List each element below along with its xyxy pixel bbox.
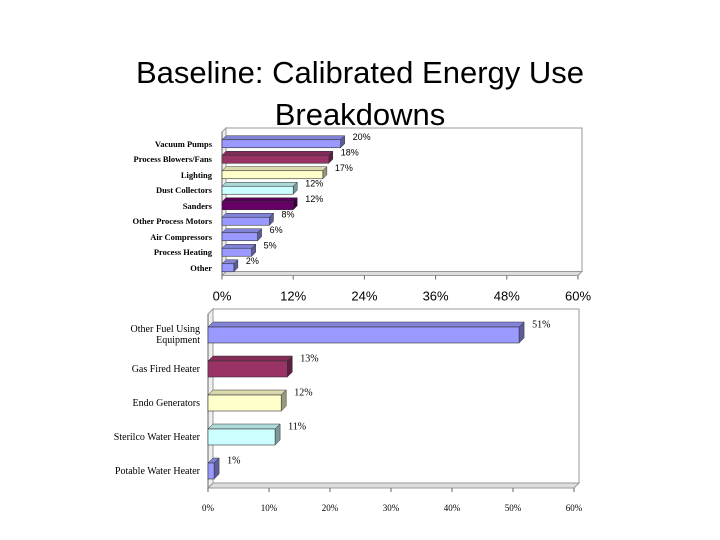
category-label-box: Endo Generators bbox=[132, 397, 200, 409]
x-tick-label: 20% bbox=[322, 503, 339, 513]
value-label: 18% bbox=[341, 148, 359, 158]
category-label-box: Sanders bbox=[182, 200, 212, 211]
bar-top bbox=[221, 244, 257, 249]
value-label: 12% bbox=[294, 387, 312, 398]
x-tick-label: 60% bbox=[565, 288, 591, 303]
bar-top bbox=[221, 197, 298, 202]
bar bbox=[207, 394, 282, 412]
value-label: 5% bbox=[264, 241, 277, 251]
category-label: Lighting bbox=[180, 169, 212, 180]
category-label: Sterilco Water Heater bbox=[113, 431, 200, 443]
x-tick-label: 40% bbox=[444, 503, 461, 513]
value-label: 12% bbox=[305, 194, 323, 204]
category-label: Potable Water Heater bbox=[114, 465, 200, 477]
floor bbox=[206, 482, 581, 489]
category-label-box: Potable Water Heater bbox=[114, 465, 200, 477]
value-label: 6% bbox=[270, 225, 283, 235]
bar-top bbox=[207, 355, 293, 362]
floor bbox=[220, 271, 584, 276]
x-tick-label: 50% bbox=[505, 503, 522, 513]
category-label-box: Process Heating bbox=[153, 247, 212, 258]
value-label: 2% bbox=[246, 256, 259, 266]
x-tick-label: 36% bbox=[423, 288, 449, 303]
category-label: Gas Fired Heater bbox=[131, 363, 200, 375]
bar bbox=[221, 154, 330, 164]
category-label: Other Process Motors bbox=[132, 216, 212, 227]
category-label: Endo Generators bbox=[132, 397, 200, 409]
category-label-box: Vacuum Pumps bbox=[154, 138, 212, 149]
value-label: 11% bbox=[288, 421, 306, 432]
category-label-box: Other bbox=[190, 262, 212, 273]
value-label: 17% bbox=[335, 163, 353, 173]
category-label-box: Other Process Motors bbox=[132, 216, 212, 227]
bar bbox=[221, 201, 294, 211]
x-tick-label: 60% bbox=[566, 503, 583, 513]
category-label: Dust Collectors bbox=[156, 185, 212, 196]
category-label: Process Blowers/Fans bbox=[133, 154, 212, 165]
bar bbox=[207, 462, 215, 480]
bar bbox=[221, 139, 341, 149]
x-tick-label: 30% bbox=[383, 503, 400, 513]
bar bbox=[207, 326, 520, 344]
category-label: Sanders bbox=[182, 200, 212, 211]
slide-title: Baseline: Calibrated Energy Use Breakdow… bbox=[135, 55, 585, 132]
x-tick-label: 0% bbox=[213, 288, 232, 303]
bar-top bbox=[221, 182, 298, 187]
bar-top bbox=[207, 321, 525, 328]
bar bbox=[207, 360, 288, 378]
bar bbox=[221, 170, 324, 180]
bar-top bbox=[221, 228, 263, 233]
category-label: Air Compressors bbox=[150, 231, 212, 242]
bar-top bbox=[221, 151, 334, 156]
bar bbox=[221, 263, 235, 273]
value-label: 8% bbox=[281, 210, 294, 220]
bar bbox=[221, 232, 258, 242]
bar-top bbox=[221, 135, 346, 140]
category-label-box: Dust Collectors bbox=[156, 185, 212, 196]
bar bbox=[221, 247, 252, 257]
category-label: Other Fuel Using Equipment bbox=[130, 324, 200, 346]
bar bbox=[207, 428, 276, 446]
category-label-box: Lighting bbox=[180, 169, 212, 180]
value-label: 51% bbox=[532, 319, 550, 330]
bar-top bbox=[221, 213, 275, 218]
category-label-box: Gas Fired Heater bbox=[131, 363, 200, 375]
bar-top bbox=[207, 423, 281, 430]
category-label-box: Air Compressors bbox=[150, 231, 212, 242]
x-tick-label: 12% bbox=[280, 288, 306, 303]
value-label: 20% bbox=[353, 132, 371, 142]
value-label: 1% bbox=[227, 455, 240, 466]
x-tick-label: 0% bbox=[202, 503, 215, 513]
category-label: Process Heating bbox=[153, 247, 212, 258]
bar-top bbox=[221, 166, 328, 171]
x-tick-label: 10% bbox=[261, 503, 278, 513]
x-tick-label: 24% bbox=[351, 288, 377, 303]
category-label-box: Other Fuel Using Equipment bbox=[130, 324, 200, 346]
category-label-box: Sterilco Water Heater bbox=[113, 431, 200, 443]
value-label: 13% bbox=[300, 353, 318, 364]
bar bbox=[221, 185, 294, 195]
bar bbox=[221, 216, 270, 226]
category-label-box: Process Blowers/Fans bbox=[133, 154, 212, 165]
category-label: Other bbox=[190, 262, 212, 273]
value-label: 12% bbox=[305, 179, 323, 189]
x-tick-label: 48% bbox=[494, 288, 520, 303]
bar-top bbox=[207, 389, 287, 396]
category-label: Vacuum Pumps bbox=[154, 138, 212, 149]
